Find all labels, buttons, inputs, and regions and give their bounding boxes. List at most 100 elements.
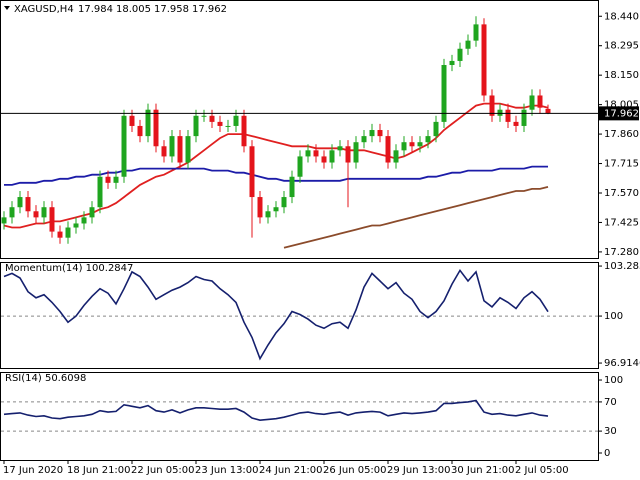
candle-body [529, 95, 535, 110]
candle-body [345, 146, 351, 163]
candle-body [225, 125, 231, 127]
moving-average [283, 186, 549, 249]
y-tick-label: 30 [604, 426, 617, 437]
candle-body [193, 115, 199, 137]
x-tick-label: 18 Jun 21:00 [67, 465, 131, 476]
x-tick-label: 30 Jun 21:00 [451, 465, 515, 476]
candle-body [105, 176, 111, 183]
candle-body [361, 136, 367, 143]
candle-body [497, 109, 503, 116]
candle-body [241, 115, 247, 147]
indicator-line [3, 399, 549, 422]
candle-body [209, 115, 215, 122]
y-tick-label: 0 [604, 448, 610, 459]
candle-body [353, 142, 359, 163]
momentum-title: Momentum(14) 100.2847 [5, 263, 133, 274]
moving-average [4, 165, 548, 186]
rsi-title: RSI(14) 50.6098 [5, 373, 86, 384]
candle-body [1, 217, 7, 224]
candle-body [417, 142, 423, 147]
candle-body [265, 211, 271, 218]
moving-average [3, 102, 549, 229]
y-tick-label: 17.280 [604, 247, 639, 258]
candle-body [297, 156, 303, 177]
header-value: 18.005 [116, 4, 151, 15]
collapse-triangle[interactable] [4, 6, 10, 10]
candle-body [329, 150, 335, 163]
candle-body [545, 108, 551, 114]
candle-body [521, 109, 527, 126]
candle-body [489, 95, 495, 116]
momentum-panel-frame [0, 262, 599, 369]
candle-body [73, 223, 79, 228]
y-tick-label: 17.860 [604, 129, 639, 140]
y-tick-label: 103.2838 [604, 261, 640, 272]
header-value: 17.984 [78, 4, 113, 15]
candle-body [185, 136, 191, 163]
candle-body [153, 109, 159, 147]
candle-body [25, 197, 31, 212]
indicator-line [3, 268, 549, 361]
candle-body [473, 24, 479, 41]
candle-body [33, 211, 39, 218]
candle-body [9, 207, 15, 218]
x-tick-label: 23 Jun 13:00 [195, 465, 259, 476]
candle-body [169, 136, 175, 157]
candle-body [17, 197, 23, 208]
candle-body [177, 136, 183, 163]
candle-body [465, 40, 471, 49]
y-tick-label: 100 [604, 375, 623, 386]
candle-body [337, 146, 343, 151]
candle-body [113, 176, 119, 183]
candle-body [49, 207, 55, 232]
candle-body [537, 95, 543, 108]
candle-body [129, 115, 135, 126]
candle-body [481, 24, 487, 96]
y-tick-label: 17.425 [604, 217, 639, 228]
x-tick-label: 22 Jun 05:00 [131, 465, 195, 476]
candle-body [505, 109, 511, 122]
y-tick-label: 18.150 [604, 70, 639, 81]
x-tick-label: 29 Jun 13:00 [387, 465, 451, 476]
rsi-panel-frame [0, 372, 599, 461]
x-tick-label: 2 Jul 05:00 [515, 465, 569, 476]
candle-body [217, 121, 223, 126]
candle-body [97, 176, 103, 208]
candle-body [289, 176, 295, 198]
candle-body [121, 115, 127, 177]
candle-body [65, 227, 71, 238]
candle-body [273, 207, 279, 212]
y-tick-label: 17.570 [604, 188, 639, 199]
candle-body [433, 121, 439, 137]
main-panel-frame [0, 0, 599, 259]
candle-body [449, 60, 455, 66]
candle-body [81, 217, 87, 224]
candle-body [145, 109, 151, 137]
candle-body [369, 130, 375, 137]
y-tick-label: 18.440 [604, 11, 639, 22]
y-tick-label: 18.295 [604, 41, 639, 52]
candle-body [409, 142, 415, 147]
candle-body [89, 207, 95, 218]
y-tick-label: 70 [604, 397, 617, 408]
last-price-box [599, 106, 639, 121]
header-value: 17.962 [192, 4, 227, 15]
symbol-title: XAGUSD,H4 [14, 4, 74, 15]
candle-body [385, 136, 391, 163]
candle-body [441, 65, 447, 122]
candle-body [321, 156, 327, 163]
last-price-label: 17.962 [604, 108, 639, 119]
y-tick-label: 96.9146 [604, 358, 640, 369]
candle-body [393, 150, 399, 163]
candle-body [281, 197, 287, 208]
candle-body [137, 125, 143, 137]
header-value: 17.958 [154, 4, 189, 15]
candle-body [249, 146, 255, 198]
candle-body [513, 121, 519, 126]
y-tick-label: 18.005 [604, 100, 639, 111]
candle-body [425, 136, 431, 143]
candle-body [41, 207, 47, 218]
candle-body [457, 48, 463, 61]
